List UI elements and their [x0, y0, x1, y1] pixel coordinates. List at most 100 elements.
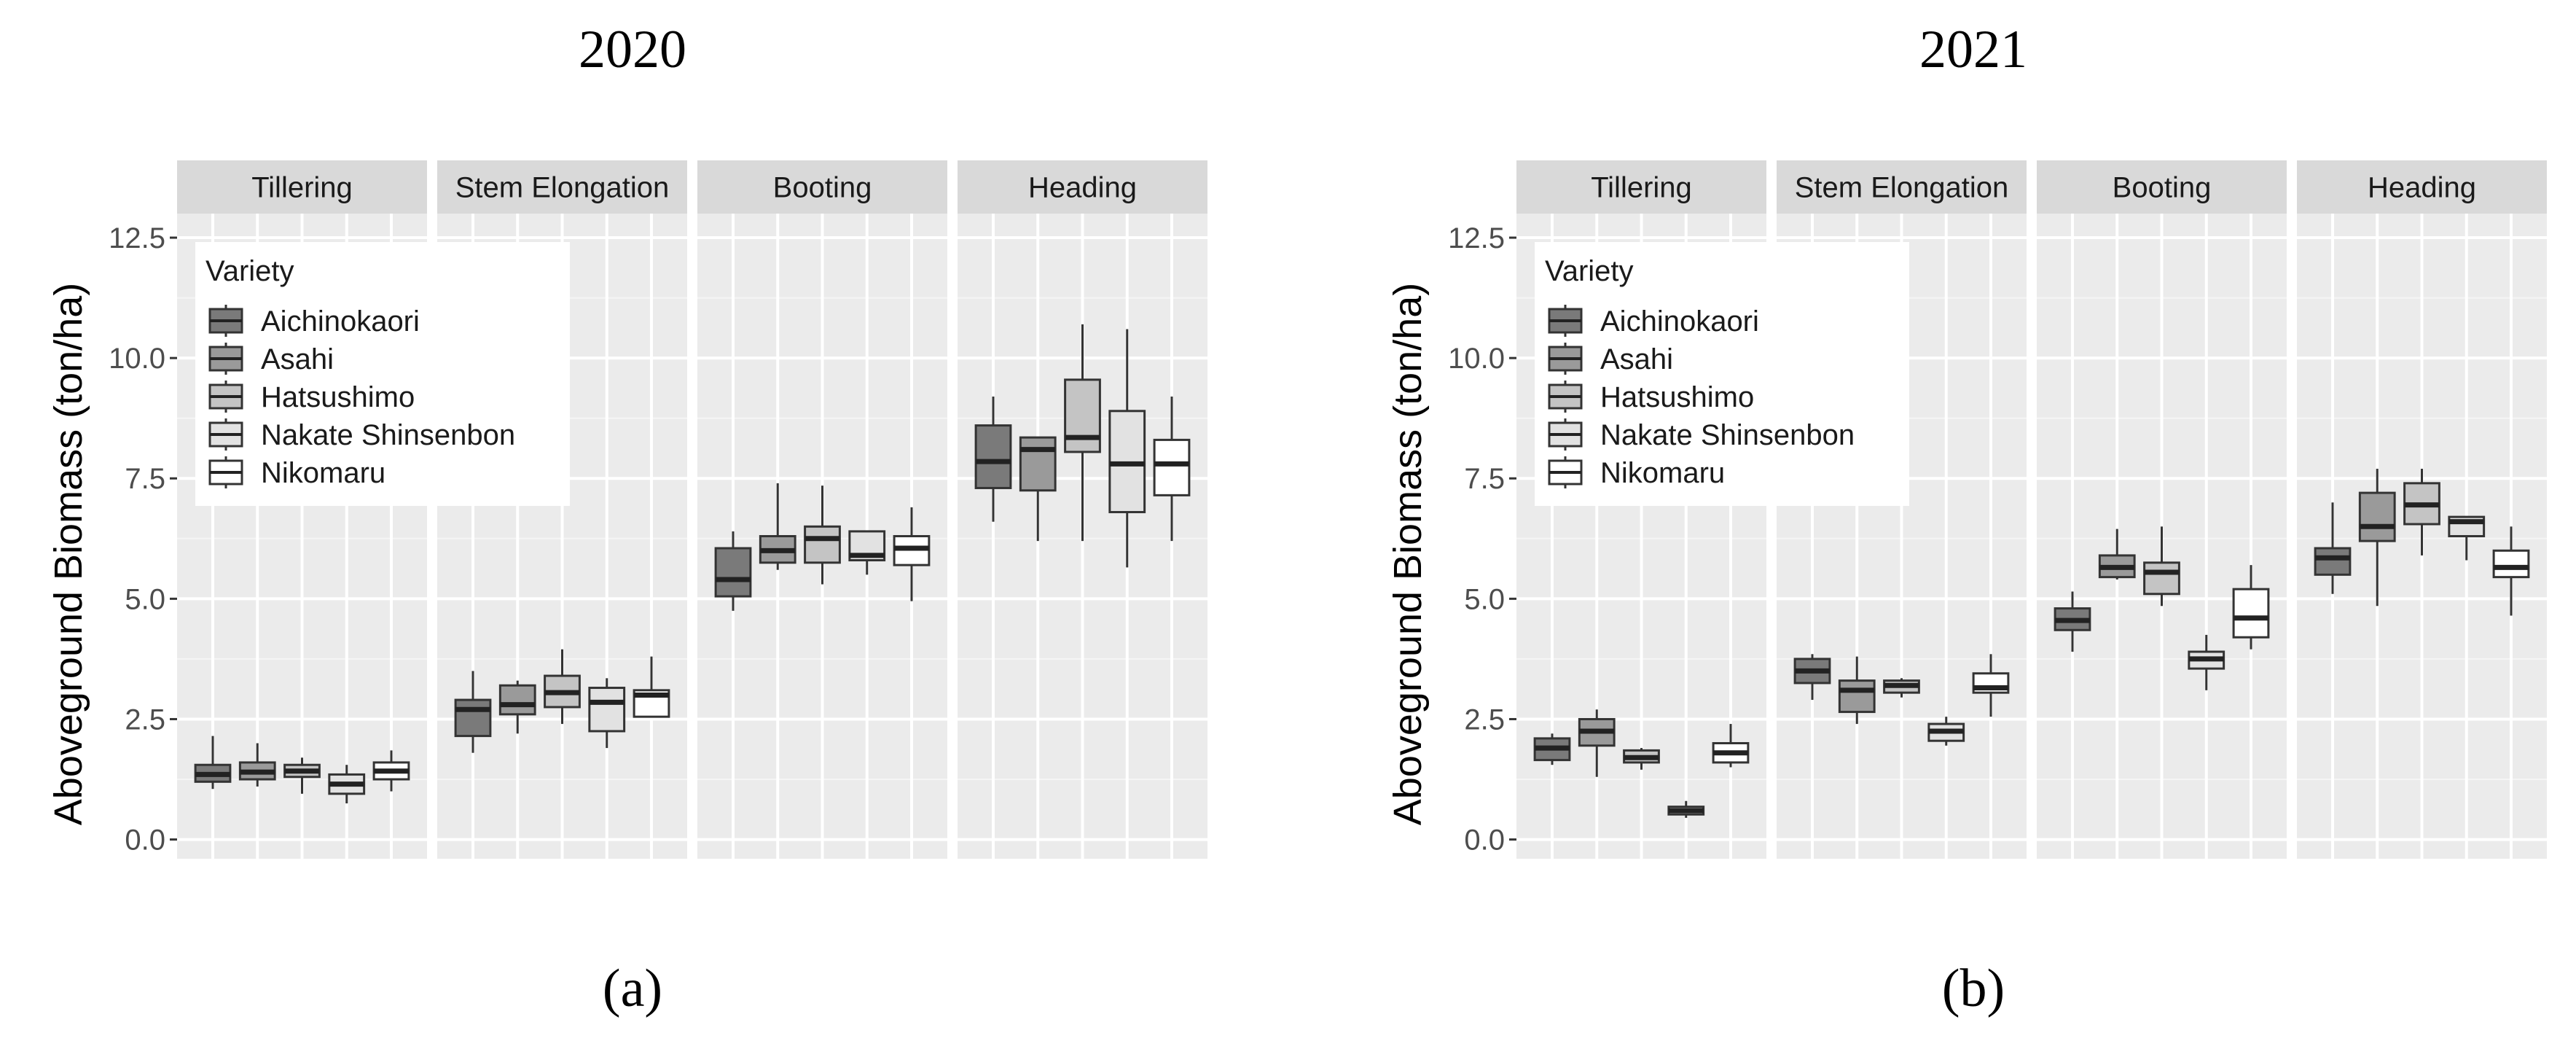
y-tick-label: 5.0: [1464, 583, 1505, 615]
box-iqr: [2143, 561, 2180, 596]
legend-label: Asahi: [1600, 343, 1673, 375]
box-iqr: [2232, 588, 2270, 639]
y-tick-label: 10.0: [109, 343, 165, 375]
box-aichinokaori: [194, 736, 232, 789]
y-tick-label: 12.5: [1448, 222, 1505, 254]
box-nikomaru: [2232, 565, 2270, 650]
legend-label: Nakate Shinsenbon: [1600, 419, 1855, 451]
box-aichinokaori: [2054, 591, 2091, 652]
box-nikomaru: [2492, 526, 2530, 616]
facet-strip: [1777, 160, 2027, 214]
box-iqr: [714, 547, 752, 598]
facet-strip-label: Heading: [1028, 172, 1137, 204]
box-hatsushimo: [544, 649, 581, 725]
box-iqr: [1064, 378, 1101, 453]
box-aichinokaori: [974, 396, 1012, 522]
y-axis: 0.0 2.5 5.0 7.5 10.0 12.5: [109, 222, 177, 857]
y-tick-label: 5.0: [125, 583, 165, 615]
y-tick-label: 0.0: [1464, 824, 1505, 857]
legend-key-aichinokaori: Aichinokaori: [208, 305, 420, 338]
box-iqr: [2314, 547, 2352, 576]
legend-background: [1535, 242, 1909, 506]
y-tick-label: 7.5: [1464, 463, 1505, 495]
box-asahi: [759, 483, 796, 570]
box-asahi: [498, 680, 536, 734]
box-iqr: [588, 687, 626, 733]
chart-panel-b: 2021 (b) Aboveground Biomass (ton/ha) Ti…: [1386, 20, 2547, 1018]
box-nakate-shinsenbon: [1667, 800, 1705, 818]
legend-label: Aichinokaori: [261, 305, 420, 338]
y-tick-label: 2.5: [1464, 703, 1505, 736]
facet-strip-label: Stem Elongation: [455, 172, 670, 204]
chart-caption: (b): [1942, 959, 2005, 1018]
legend-label: Aichinokaori: [1600, 305, 1759, 338]
legend-title: Variety: [205, 255, 294, 287]
box-iqr: [804, 525, 841, 564]
box-nikomaru: [372, 750, 410, 792]
legend-keys: Aichinokaori Asahi Hatsushimo Nakate Shinse…: [1548, 305, 1855, 489]
facet-heading: Heading: [2297, 160, 2547, 859]
box-aichinokaori: [454, 671, 492, 753]
box-hatsushimo: [804, 486, 841, 585]
box-aichinokaori: [1793, 654, 1831, 701]
y-tick-label: 0.0: [125, 824, 165, 857]
y-tick-label: 2.5: [125, 703, 165, 736]
box-asahi: [2098, 529, 2136, 580]
box-asahi: [2358, 469, 2396, 607]
facet-strip: [2297, 160, 2547, 214]
box-iqr: [1838, 679, 1876, 714]
facet-booting: Booting: [2037, 160, 2287, 859]
box-hatsushimo: [2403, 469, 2440, 555]
y-axis-label: Aboveground Biomass (ton/ha): [47, 283, 90, 825]
facet-strip-label: Booting: [2113, 172, 2212, 204]
legend-label: Hatsushimo: [1600, 381, 1754, 413]
legend-key-aichinokaori: Aichinokaori: [1548, 305, 1759, 338]
legend-key-hatsushimo: Hatsushimo: [208, 381, 415, 413]
box-nakate-shinsenbon: [1927, 717, 1965, 746]
box-iqr: [2358, 491, 2396, 542]
chart-title: 2021: [1919, 20, 2027, 79]
legend: Variety Aichinokaori Asahi Hatsushimo Nakat…: [195, 242, 570, 506]
legend-key-asahi: Asahi: [208, 343, 334, 375]
box-nakate-shinsenbon: [328, 765, 366, 804]
box-iqr: [974, 424, 1012, 489]
box-nakate-shinsenbon: [848, 530, 886, 575]
facet-strip-label: Booting: [773, 172, 872, 204]
box-iqr: [1153, 438, 1191, 496]
legend: Variety Aichinokaori Asahi Hatsushimo Nakat…: [1535, 242, 1909, 506]
facet-strip-label: Heading: [2368, 172, 2476, 204]
y-tick-label: 12.5: [109, 222, 165, 254]
box-asahi: [238, 743, 276, 787]
legend-key-nakate-shinsenbon: Nakate Shinsenbon: [1548, 418, 1855, 451]
box-hatsushimo: [1883, 678, 1920, 698]
y-axis-label: Aboveground Biomass (ton/ha): [1386, 283, 1430, 825]
legend-background: [195, 242, 570, 506]
chart-caption: (a): [603, 959, 662, 1018]
box-hatsushimo: [1064, 324, 1101, 542]
box-aichinokaori: [1533, 733, 1571, 765]
y-axis: 0.0 2.5 5.0 7.5 10.0 12.5: [1448, 222, 1516, 857]
box-nikomaru: [1153, 396, 1191, 542]
facet-strip: [1516, 160, 1766, 214]
facet-strip: [437, 160, 687, 214]
box-hatsushimo: [283, 757, 321, 794]
box-aichinokaori: [714, 531, 752, 611]
box-nakate-shinsenbon: [1108, 329, 1146, 568]
box-hatsushimo: [2143, 526, 2180, 607]
facet-strip: [177, 160, 427, 214]
legend-label: Nikomaru: [261, 457, 385, 489]
y-tick-label: 10.0: [1448, 343, 1505, 375]
box-asahi: [1578, 709, 1616, 777]
chart-panel-a: 2020 (a) Aboveground Biomass (ton/ha) Ti…: [47, 20, 1207, 1018]
box-iqr: [454, 698, 492, 738]
legend-label: Nakate Shinsenbon: [261, 419, 515, 451]
legend-key-nakate-shinsenbon: Nakate Shinsenbon: [208, 418, 515, 451]
facet-strip-label: Tillering: [1591, 172, 1692, 204]
legend-key-nikomaru: Nikomaru: [1548, 456, 1725, 489]
facet-strip: [697, 160, 947, 214]
legend-label: Nikomaru: [1600, 457, 1725, 489]
box-asahi: [1019, 436, 1057, 542]
legend-label: Asahi: [261, 343, 334, 375]
legend-key-nikomaru: Nikomaru: [208, 456, 385, 489]
